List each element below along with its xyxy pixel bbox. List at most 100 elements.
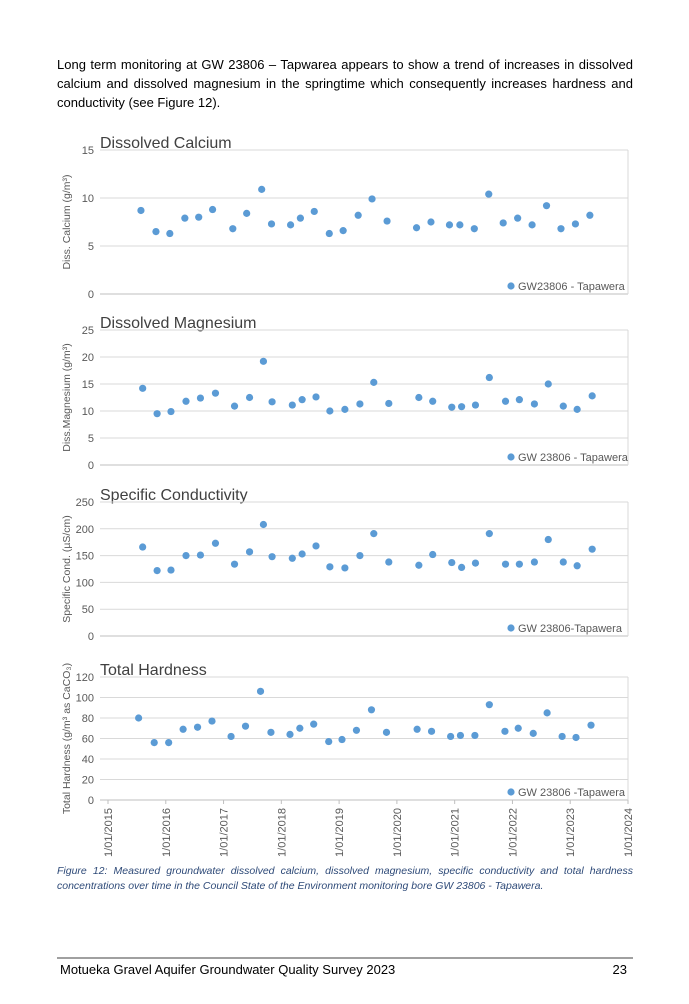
data-point (471, 559, 480, 567)
legend-label: GW23806 - Tapawera (518, 281, 626, 293)
data-point (501, 560, 510, 568)
data-point (543, 709, 551, 717)
legend-marker (507, 624, 515, 632)
y-tick-label: 25 (82, 325, 94, 337)
legend-label: GW 23806 - Tapawera (518, 452, 629, 464)
charts: Dissolved Calcium Diss. Calcium (g/m³) 0 5 1… (61, 135, 635, 857)
data-point (288, 401, 296, 409)
data-point (514, 724, 522, 732)
data-point (445, 221, 454, 229)
data-point (339, 227, 347, 235)
y-tick-label: 250 (76, 497, 94, 509)
y-tick-label: 0 (88, 631, 94, 643)
y-tick-label: 100 (76, 577, 94, 589)
data-point (196, 551, 205, 559)
data-point (559, 402, 567, 410)
data-point (310, 207, 318, 216)
data-point (326, 563, 334, 571)
legend-label: GW 23806-Tapawera (518, 623, 623, 635)
data-point (193, 723, 202, 731)
x-tick-label: 1/01/2018 (276, 808, 288, 857)
data-point (485, 701, 493, 709)
y-tick-label: 5 (88, 241, 94, 253)
data-point (152, 228, 160, 236)
data-point (137, 206, 145, 215)
y-axis-label: Total Hardness (g/m³ as CaCO₃) (61, 663, 73, 814)
data-point (227, 732, 235, 741)
data-point (485, 373, 493, 382)
y-tick-label: 15 (82, 145, 94, 157)
data-point (586, 211, 594, 219)
data-point (135, 714, 143, 722)
data-point (179, 725, 187, 733)
data-point (499, 219, 507, 227)
chart-title: Specific Conductivity (100, 487, 248, 504)
data-point (153, 567, 161, 575)
data-point (557, 225, 565, 233)
data-point (325, 229, 333, 238)
data-point (587, 721, 595, 729)
data-point (354, 211, 362, 219)
data-point (312, 393, 320, 401)
data-point (181, 214, 189, 222)
data-point (427, 727, 436, 735)
y-tick-label: 20 (82, 352, 94, 364)
data-point (325, 737, 333, 746)
data-point (370, 530, 378, 538)
data-point (530, 400, 539, 408)
y-tick-label: 40 (82, 754, 94, 766)
y-tick-label: 200 (76, 524, 94, 536)
data-point (447, 732, 455, 741)
data-point (356, 552, 364, 560)
data-point (165, 739, 173, 747)
data-point (367, 706, 376, 714)
data-point (382, 728, 391, 736)
data-point (471, 401, 480, 409)
data-point (286, 221, 295, 229)
x-tick-label: 1/01/2017 (219, 808, 231, 857)
data-point (267, 728, 275, 736)
data-point (456, 731, 465, 740)
legend-marker (507, 282, 515, 290)
data-point (448, 403, 456, 411)
data-point (298, 550, 306, 558)
data-point (542, 202, 551, 210)
data-point (356, 400, 364, 408)
data-point (485, 190, 493, 198)
data-point (312, 542, 320, 550)
y-tick-label: 0 (88, 795, 94, 807)
data-point (544, 535, 552, 544)
data-point (196, 394, 205, 402)
legend-marker (507, 788, 515, 796)
data-point (296, 724, 304, 732)
figure-caption: Figure 12: Measured groundwater dissolve… (57, 865, 633, 892)
data-point (383, 217, 391, 225)
data-point (514, 214, 522, 222)
x-tick-label: 1/01/2020 (392, 808, 404, 857)
data-point (150, 739, 158, 747)
x-tick-label: 1/01/2021 (450, 808, 462, 857)
data-point (286, 730, 294, 739)
data-point (230, 560, 239, 568)
data-point (245, 393, 254, 402)
data-point (370, 378, 378, 386)
page-number: 23 (612, 962, 627, 977)
footer-title: Motueka Gravel Aquifer Groundwater Quali… (60, 962, 396, 977)
data-point (243, 209, 251, 217)
data-point (413, 725, 421, 733)
data-point (501, 397, 510, 405)
data-point (258, 185, 266, 193)
y-tick-label: 100 (76, 693, 94, 705)
chart-title: Dissolved Calcium (100, 135, 232, 152)
data-point (298, 396, 306, 404)
data-point (471, 731, 479, 740)
data-point (429, 397, 437, 405)
data-point (341, 564, 349, 572)
data-point (368, 195, 376, 203)
data-point (182, 552, 190, 560)
data-point (267, 220, 276, 228)
data-point (588, 545, 596, 553)
x-tick-label: 1/01/2022 (507, 808, 519, 857)
y-tick-label: 5 (88, 433, 94, 445)
data-point (456, 221, 464, 229)
